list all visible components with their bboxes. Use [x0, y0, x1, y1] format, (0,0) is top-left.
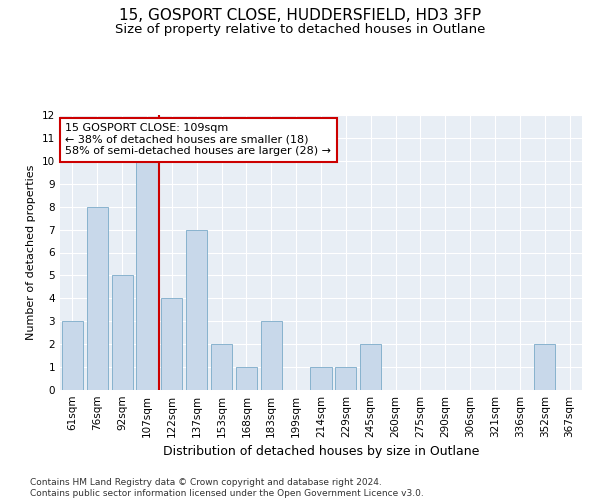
Text: 15 GOSPORT CLOSE: 109sqm
← 38% of detached houses are smaller (18)
58% of semi-d: 15 GOSPORT CLOSE: 109sqm ← 38% of detach… — [65, 123, 331, 156]
Bar — [236, 367, 257, 390]
Bar — [87, 206, 108, 390]
Bar — [186, 230, 207, 390]
Text: Size of property relative to detached houses in Outlane: Size of property relative to detached ho… — [115, 22, 485, 36]
Text: Contains HM Land Registry data © Crown copyright and database right 2024.
Contai: Contains HM Land Registry data © Crown c… — [30, 478, 424, 498]
Bar — [360, 344, 381, 390]
Bar — [136, 161, 158, 390]
Bar — [261, 322, 282, 390]
Y-axis label: Number of detached properties: Number of detached properties — [26, 165, 37, 340]
Bar — [310, 367, 332, 390]
Bar — [211, 344, 232, 390]
Bar — [112, 276, 133, 390]
Bar — [161, 298, 182, 390]
X-axis label: Distribution of detached houses by size in Outlane: Distribution of detached houses by size … — [163, 446, 479, 458]
Bar — [335, 367, 356, 390]
Bar — [534, 344, 555, 390]
Bar — [62, 322, 83, 390]
Text: 15, GOSPORT CLOSE, HUDDERSFIELD, HD3 3FP: 15, GOSPORT CLOSE, HUDDERSFIELD, HD3 3FP — [119, 8, 481, 22]
